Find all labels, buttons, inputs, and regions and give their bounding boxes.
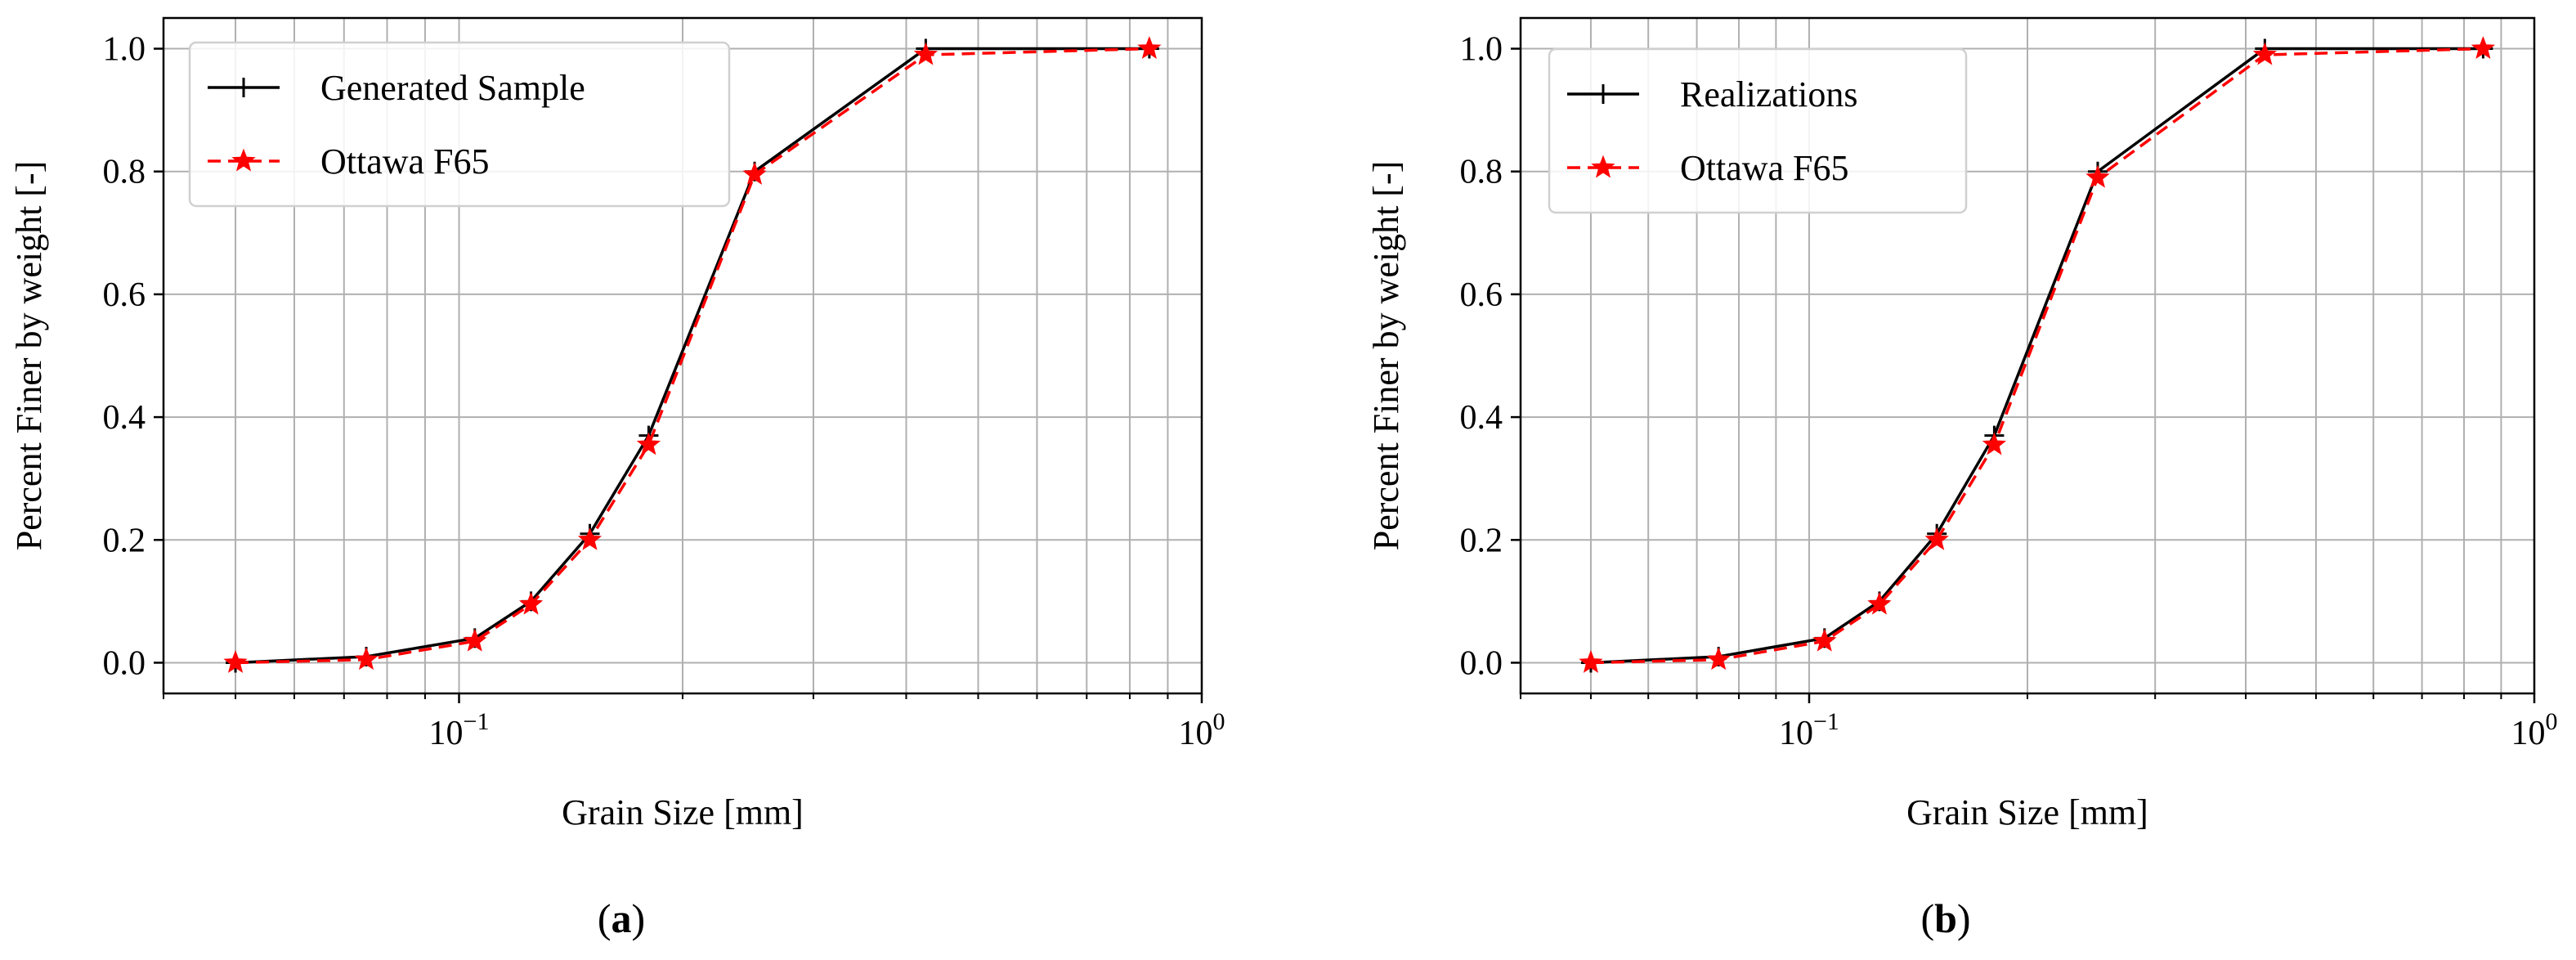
panel-0-series-1-marker-1 — [354, 647, 379, 671]
panel-0-xtick-label: 10−1 — [429, 708, 490, 752]
panel-1-series-1-marker-8 — [2471, 36, 2496, 59]
panel-0-xlabel: Grain Size [mm] — [562, 792, 804, 832]
panel-0-ytick-label: 0.0 — [103, 644, 146, 682]
panel-1-series-1-marker-0 — [1579, 650, 1603, 673]
panel-1-legend-label-0: Realizations — [1680, 74, 1858, 114]
panel-0-ytick-label: 0.8 — [103, 154, 146, 191]
panel-1-xlabel: Grain Size [mm] — [1906, 792, 2148, 832]
panel-1-caption: (b) — [1920, 895, 1970, 941]
panel-0-series-1-marker-5 — [636, 432, 661, 455]
panel-0-legend: Generated Sample Ottawa F65 — [188, 41, 731, 208]
panel-1-ytick-label: 0.2 — [1460, 522, 1503, 559]
panel-1-ytick-label: 0.6 — [1460, 276, 1503, 314]
panel-1-ytick-label: 1.0 — [1460, 31, 1503, 69]
panel-0-series-1-marker-0 — [223, 650, 248, 673]
panel-1-series-1-marker-7 — [2252, 42, 2278, 65]
panel-1-series-1-marker-3 — [1867, 591, 1892, 615]
panel-0-legend-label-1: Ottawa F65 — [320, 141, 490, 182]
panel-0-series-legend-1-marker-0 — [231, 148, 256, 172]
panel-1-series-1-marker-6 — [2085, 164, 2110, 188]
panel-0-xtick-label: 100 — [1179, 708, 1225, 752]
panel-1-series-1-line — [1590, 47, 2484, 665]
panel-1-series-1-marker-4 — [1924, 527, 1949, 550]
panel-1-ytick-label: 0.0 — [1460, 644, 1503, 682]
chart-panel-1: 0.0 0.2 0.4 0.6 0.8 1.0 10−1 100 Grain Size [mm]… — [1366, 16, 2558, 832]
panel-1-legend-box — [1548, 47, 1968, 214]
chart-panel-0: 0.0 0.2 0.4 0.6 0.8 1.0 10−1 100 Grain Size [mm]… — [9, 16, 1225, 832]
panel-0-series-1-marker-2 — [463, 628, 487, 652]
panel-0-ylabel: Percent Finer by weight [-] — [9, 161, 49, 551]
panel-0-series-1 — [223, 36, 1162, 673]
panel-0-ytick-label: 1.0 — [103, 31, 146, 69]
panel-1-legend-label-1: Ottawa F65 — [1680, 148, 1849, 188]
panel-0-series-1-marker-6 — [742, 162, 767, 185]
panel-1-series-legend-1-marker-0 — [1591, 155, 1615, 178]
panel-0-series-legend-0-marker-0 — [234, 78, 253, 97]
panel-1-ytick-label: 0.8 — [1460, 154, 1503, 191]
panel-1-legend: Realizations Ottawa F65 — [1548, 47, 1968, 214]
panel-0-caption: (a) — [598, 895, 645, 941]
panel-1-xtick-label: 10−1 — [1779, 708, 1839, 752]
panel-0-series-1-marker-4 — [577, 527, 603, 550]
panel-1-series-1-marker-1 — [1706, 647, 1731, 671]
panel-1-series-legend-0-marker-0 — [1593, 84, 1613, 104]
panel-0-legend-box — [188, 41, 731, 208]
panel-1-ytick-label: 0.4 — [1460, 399, 1503, 437]
panel-1-ylabel: Percent Finer by weight [-] — [1366, 161, 1406, 551]
panel-1-series-1 — [1579, 36, 2496, 673]
panel-0-ytick-label: 0.4 — [103, 399, 146, 437]
panel-0-ytick-label: 0.2 — [103, 522, 146, 559]
panel-1-xtick-label: 100 — [2511, 708, 2558, 752]
panel-1-series-1-marker-2 — [1812, 628, 1837, 652]
panel-0-series-1-marker-7 — [913, 42, 939, 65]
panel-1-series-1-marker-5 — [1982, 432, 2007, 455]
panel-0-legend-label-0: Generated Sample — [320, 68, 585, 108]
panel-0-series-1-marker-3 — [518, 591, 544, 615]
panel-0-ytick-label: 0.6 — [103, 276, 146, 314]
panel-0-series-1-marker-8 — [1137, 36, 1162, 59]
